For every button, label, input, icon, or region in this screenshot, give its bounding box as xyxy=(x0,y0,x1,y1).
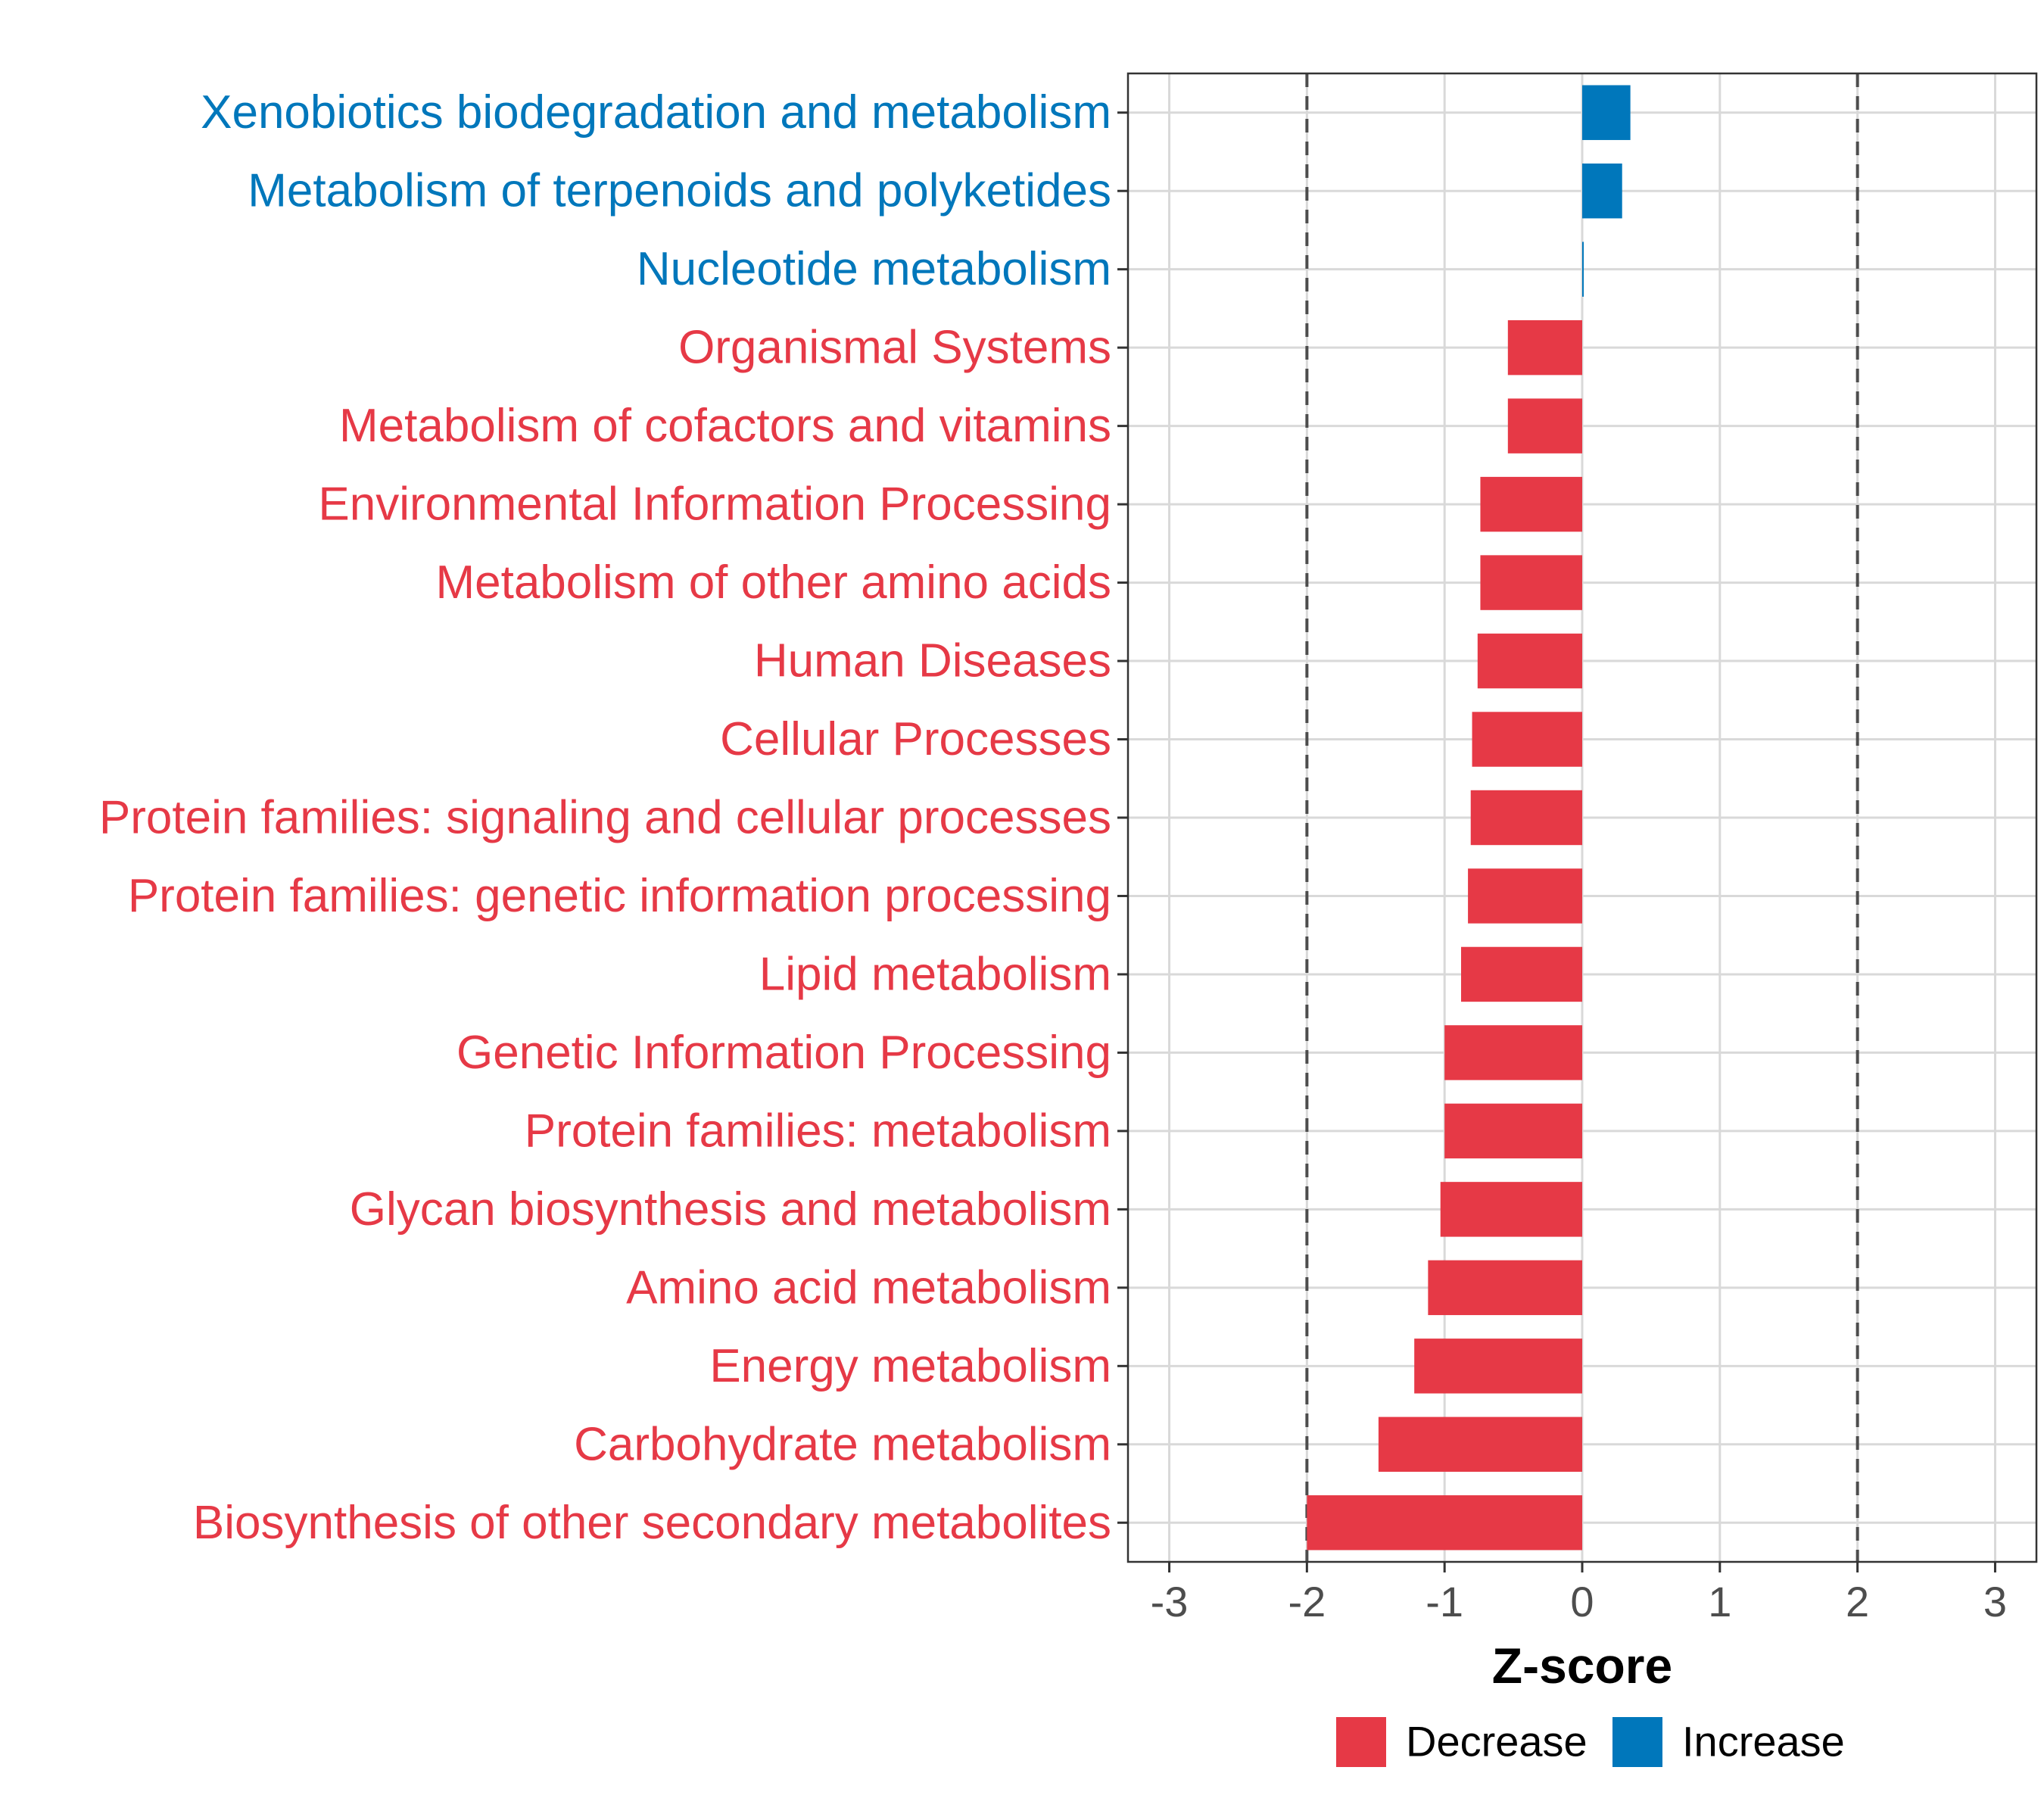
category-label: Organismal Systems xyxy=(678,322,1111,374)
category-label: Metabolism of cofactors and vitamins xyxy=(339,400,1111,452)
category-label: Protein families: genetic information pr… xyxy=(128,870,1111,922)
bar-nucleotide-metabolism xyxy=(1582,242,1584,297)
bar-protein-families-genetic-information-processing xyxy=(1468,868,1582,924)
category-label: Nucleotide metabolism xyxy=(637,243,1111,295)
category-label: Glycan biosynthesis and metabolism xyxy=(350,1183,1111,1236)
legend-swatch-decrease xyxy=(1336,1717,1386,1767)
bars xyxy=(1307,85,1631,1551)
bar-protein-families-metabolism xyxy=(1444,1103,1582,1159)
legend-label-increase: Increase xyxy=(1682,1718,1845,1766)
category-label: Environmental Information Processing xyxy=(318,478,1111,531)
legend-swatch-increase xyxy=(1612,1717,1662,1767)
x-tick-label: 1 xyxy=(1708,1578,1731,1625)
bar-environmental-information-processing xyxy=(1480,476,1582,532)
category-label: Xenobiotics biodegradation and metabolis… xyxy=(201,86,1111,139)
bar-biosynthesis-of-other-secondary-metabolites xyxy=(1307,1495,1582,1551)
bar-cellular-processes xyxy=(1472,712,1582,767)
x-tick-label: -2 xyxy=(1288,1578,1326,1625)
bar-protein-families-signaling-and-cellular-processes xyxy=(1470,790,1582,846)
bar-organismal-systems xyxy=(1507,319,1582,376)
bar-amino-acid-metabolism xyxy=(1428,1260,1582,1316)
category-label: Metabolism of other amino acids xyxy=(435,556,1111,609)
x-tick-label: 0 xyxy=(1570,1578,1594,1625)
legend-label-decrease: Decrease xyxy=(1406,1718,1588,1766)
bar-metabolism-of-cofactors-and-vitamins xyxy=(1507,398,1582,453)
category-label: Energy metabolism xyxy=(709,1340,1111,1392)
x-tick-label: -1 xyxy=(1426,1578,1463,1625)
category-label: Carbohydrate metabolism xyxy=(574,1418,1111,1470)
category-label: Protein families: metabolism xyxy=(525,1105,1111,1157)
category-label: Amino acid metabolism xyxy=(626,1261,1111,1314)
bar-metabolism-of-other-amino-acids xyxy=(1480,555,1582,610)
x-tick-label: -3 xyxy=(1151,1578,1189,1625)
bar-carbohydrate-metabolism xyxy=(1378,1417,1582,1473)
x-tick-label: 2 xyxy=(1846,1578,1869,1625)
category-label: Biosynthesis of other secondary metaboli… xyxy=(193,1497,1111,1549)
category-label: Human Diseases xyxy=(754,635,1111,687)
legend: Decrease Increase xyxy=(1336,1717,1845,1767)
category-label: Protein families: signaling and cellular… xyxy=(99,792,1111,844)
category-label: Genetic Information Processing xyxy=(456,1027,1111,1079)
bar-energy-metabolism xyxy=(1414,1339,1582,1394)
x-axis: -3 -2 -1 0 1 2 3 xyxy=(1151,1562,2007,1625)
bar-lipid-metabolism xyxy=(1461,946,1582,1002)
bar-human-diseases xyxy=(1477,633,1582,689)
category-label: Cellular Processes xyxy=(720,713,1111,765)
category-label: Metabolism of terpenoids and polyketides xyxy=(248,165,1111,217)
y-axis: Xenobiotics biodegradation and metabolis… xyxy=(99,86,1128,1549)
bar-metabolism-of-terpenoids-and-polyketides xyxy=(1582,163,1622,219)
x-tick-label: 3 xyxy=(1983,1578,2007,1625)
category-label: Lipid metabolism xyxy=(759,948,1111,1000)
bar-genetic-information-processing xyxy=(1444,1025,1582,1080)
x-axis-title: Z-score xyxy=(1492,1638,1672,1694)
bar-glycan-biosynthesis-and-metabolism xyxy=(1440,1182,1582,1237)
bar-xenobiotics-biodegradation-and-metabolism xyxy=(1582,85,1631,140)
